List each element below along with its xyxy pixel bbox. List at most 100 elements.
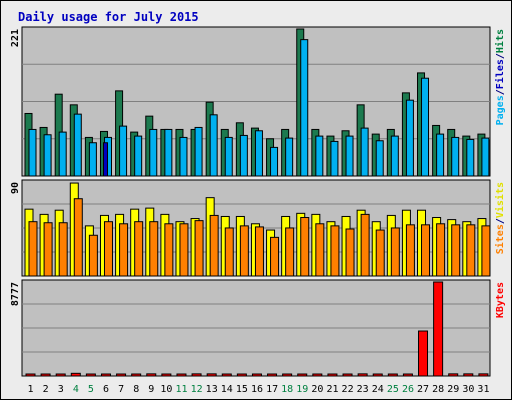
bar-sites-day-9: [149, 221, 159, 277]
side-label-part: /: [495, 89, 506, 95]
x-tick-label-day-5: 5: [88, 384, 94, 395]
bar-kbytes-day-15: [236, 373, 247, 377]
bar-files-day-22: [345, 135, 354, 177]
bar-sites-day-1: [28, 221, 38, 277]
bar-sites-day-25: [390, 227, 400, 277]
bar-kbytes-day-21: [327, 373, 338, 377]
side-label: KBytes: [495, 282, 506, 318]
bar-sites-day-29: [451, 224, 461, 277]
x-tick-label-day-10: 10: [160, 384, 172, 395]
x-tick-label-day-31: 31: [477, 384, 489, 395]
bar-kbytes-day-28: [433, 281, 444, 377]
bar-sites-day-5: [88, 234, 98, 277]
bar-kbytes-day-25: [387, 373, 398, 377]
bar-files-day-4: [73, 113, 82, 177]
bar-files-day-13: [209, 114, 218, 177]
x-tick-label-day-3: 3: [58, 384, 64, 395]
bar-sites-day-20: [315, 223, 325, 277]
bar-files-day-30: [466, 138, 475, 177]
x-tick-label-day-12: 12: [191, 384, 203, 395]
bar-files-day-1: [28, 128, 37, 177]
bar-kbytes-day-8: [131, 373, 142, 377]
side-label-part: /: [495, 53, 506, 59]
bar-sites-day-18: [285, 227, 295, 277]
x-tick-label-day-23: 23: [357, 384, 369, 395]
bar-kbytes-day-4: [70, 372, 81, 377]
bar-files-day-24: [375, 140, 384, 177]
bar-kbytes-day-11: [176, 373, 187, 377]
x-tick-label-day-22: 22: [342, 384, 354, 395]
bar-files-day-19: [300, 39, 309, 177]
x-tick-label-day-21: 21: [326, 384, 338, 395]
x-tick-label-day-15: 15: [236, 384, 248, 395]
x-tick-label-day-16: 16: [251, 384, 263, 395]
side-label-part: Hits: [494, 29, 506, 53]
x-tick-label-day-7: 7: [118, 384, 124, 395]
bar-sites-day-30: [466, 224, 476, 277]
bar-kbytes-day-14: [221, 373, 232, 377]
bar-kbytes-day-27: [418, 330, 429, 377]
bar-kbytes-day-7: [116, 373, 127, 377]
bar-sites-day-4: [73, 198, 83, 277]
bar-files-day-29: [451, 136, 460, 177]
side-label-part: Sites: [494, 224, 506, 254]
x-tick-label-day-11: 11: [175, 384, 187, 395]
bar-files-day-15: [239, 134, 248, 177]
bar-sites-day-19: [300, 217, 310, 277]
bar-files-day-8: [134, 135, 143, 177]
bar-kbytes-day-1: [25, 373, 36, 377]
bar-sites-day-10: [164, 223, 174, 277]
x-axis-ticks: 1 2 3 4 5 6 7 8 9 10 11 12 13 14 15 16 17 18 19 20 21 22 23 24 2…: [28, 384, 490, 395]
x-tick-label-day-27: 27: [417, 384, 429, 395]
bar-kbytes-day-10: [161, 373, 172, 377]
bar-files-day-28: [436, 133, 445, 177]
panel-visits-sites: 90 Sites/Visits: [10, 179, 506, 277]
bar-sites-day-2: [43, 222, 53, 277]
side-label-part: Visits: [494, 182, 506, 218]
x-tick-label-day-30: 30: [462, 384, 474, 395]
bar-sites-day-21: [330, 225, 340, 277]
bar-files-day-31: [481, 137, 490, 177]
x-tick-label-day-28: 28: [432, 384, 444, 395]
bar-files-day-11: [179, 136, 188, 177]
bar-sites-day-31: [481, 225, 491, 277]
bar-kbytes-day-24: [372, 373, 383, 377]
bar-kbytes-day-23: [357, 373, 368, 377]
bar-sites-day-8: [134, 221, 144, 277]
bar-kbytes-day-13: [206, 373, 217, 377]
side-label-part: /: [495, 218, 506, 224]
bar-files-day-17: [270, 146, 279, 177]
x-tick-label-day-2: 2: [43, 384, 49, 395]
bar-kbytes-day-22: [342, 373, 353, 377]
x-tick-label-day-14: 14: [221, 384, 233, 395]
bar-files-day-7: [119, 125, 128, 177]
x-tick-label-day-6: 6: [103, 384, 109, 395]
bar-files-day-23: [360, 127, 369, 177]
x-tick-label-day-26: 26: [402, 384, 414, 395]
bar-files-day-14: [224, 136, 233, 177]
bar-files-day-18: [285, 137, 294, 177]
x-tick-label-day-29: 29: [447, 384, 459, 395]
bar-pages-day-6: [102, 142, 108, 177]
bar-files-day-25: [390, 135, 399, 177]
bar-sites-day-12: [194, 220, 204, 277]
bar-kbytes-day-3: [55, 373, 66, 377]
bar-kbytes-day-6: [100, 373, 111, 377]
bar-sites-day-23: [360, 213, 370, 277]
bar-kbytes-day-26: [402, 373, 413, 377]
bar-files-day-21: [330, 140, 339, 177]
bar-kbytes-day-9: [146, 373, 157, 377]
bar-kbytes-day-19: [297, 373, 308, 377]
bar-files-day-20: [315, 135, 324, 177]
x-tick-label-day-19: 19: [296, 384, 308, 395]
side-label-part: Pages: [495, 95, 506, 125]
bar-sites-day-22: [345, 228, 355, 277]
x-tick-label-day-8: 8: [133, 384, 139, 395]
y-tick-label: 8777: [10, 282, 21, 306]
x-tick-label-day-13: 13: [206, 384, 218, 395]
x-tick-label-day-1: 1: [28, 384, 34, 395]
bar-files-day-2: [43, 134, 52, 177]
bar-sites-day-15: [239, 225, 249, 277]
side-label-part: Files: [494, 59, 506, 89]
